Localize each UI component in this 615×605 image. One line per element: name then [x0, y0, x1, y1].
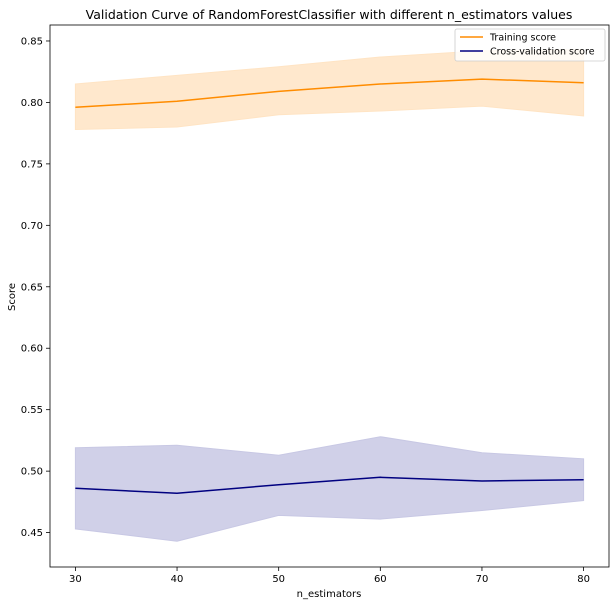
y-tick-label: 0.85 — [21, 36, 43, 47]
plot-frame — [49, 24, 610, 568]
x-tick-label: 80 — [577, 574, 590, 585]
plot-area — [74, 49, 585, 542]
series-1-band — [74, 436, 585, 542]
series-0-band — [74, 49, 585, 131]
y-axis-label: Score — [7, 283, 18, 311]
y-tick-label: 0.60 — [21, 344, 43, 355]
chart-title: Validation Curve of RandomForestClassifi… — [86, 7, 573, 22]
x-tick-label: 30 — [69, 574, 82, 585]
series-0-line — [75, 78, 584, 109]
legend-label: Training score — [489, 33, 556, 44]
y-tick-label: 0.65 — [21, 282, 43, 293]
legend: Training score Cross-validation score — [454, 28, 606, 62]
y-tick-label: 0.45 — [21, 528, 43, 539]
legend-box — [454, 28, 606, 62]
y-tick-label: 0.55 — [21, 405, 43, 416]
series-1-line — [75, 476, 584, 495]
x-tick-label: 70 — [476, 574, 489, 585]
x-tick-label: 40 — [171, 574, 184, 585]
x-axis-label: n_estimators — [297, 589, 362, 600]
x-tick-label: 50 — [272, 574, 285, 585]
y-tick-label: 0.75 — [21, 159, 43, 170]
legend-label: Cross-validation score — [490, 47, 595, 58]
y-tick-label: 0.80 — [21, 98, 43, 109]
y-tick-label: 0.70 — [21, 221, 43, 232]
y-tick-label: 0.50 — [21, 467, 43, 478]
axes: 30 40 50 60 70 80 0.45 0.50 0.55 0.60 0.65 0.70 0.75… — [21, 24, 610, 585]
x-tick-label: 60 — [374, 574, 387, 585]
